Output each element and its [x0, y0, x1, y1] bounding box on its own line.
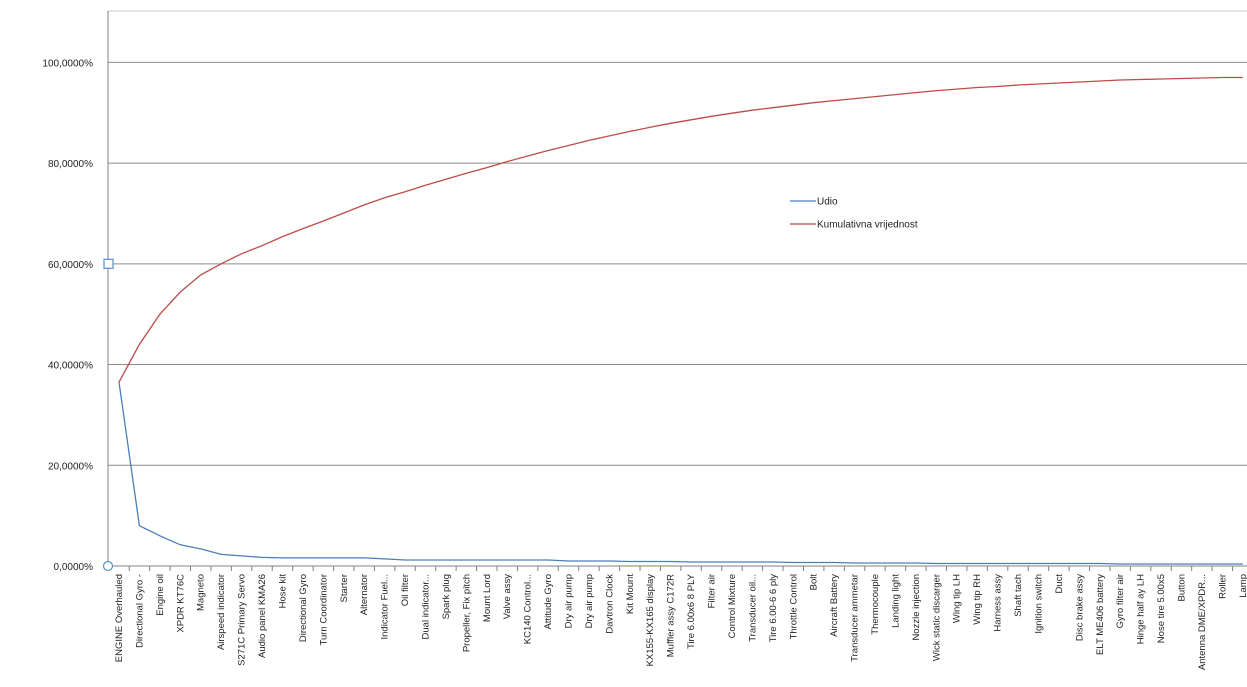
x-tick-label: Oil filter	[400, 574, 411, 606]
x-tick-label: Wing tip LH	[952, 574, 963, 623]
x-tick-label: Nozzle injection	[911, 574, 922, 641]
x-tick-label: Ignition switch	[1033, 574, 1044, 634]
x-tick-label: Hinge half ay LH	[1136, 574, 1147, 644]
x-tick-label: Airspeed indicator	[216, 574, 227, 650]
x-tick-label: Valve assy	[502, 574, 513, 619]
x-tick-label: Propeller, Fix pitch	[461, 574, 472, 652]
x-tick-label: Engine oil	[155, 574, 166, 616]
y-tick-label: 0,0000%	[54, 562, 94, 573]
x-tick-label: Dual indicator...	[420, 574, 431, 639]
x-tick-label: Magneto	[196, 574, 207, 611]
x-tick-label: Disc brake assy	[1074, 574, 1085, 641]
y-tick-labels: 0,0000% 20,0000% 40,0000% 60,0000% 80,0000% 1…	[42, 58, 93, 573]
x-tick-label: Antenna DME/XPDR...	[1197, 574, 1208, 670]
x-tick-label: Aircraft Battery	[829, 574, 840, 637]
axis-handle-square[interactable]	[103, 258, 114, 269]
gridlines	[108, 10, 1247, 466]
series-lines	[118, 76, 1243, 565]
x-tick-label: Davtron Clock	[604, 574, 615, 634]
x-tick-label: KC140 Control...	[523, 574, 534, 644]
x-tick-label: Nose tire 5.00x5	[1156, 574, 1167, 643]
x-tick-label: Filter air	[707, 574, 718, 608]
x-tick-label: Indicator Fuel...	[380, 574, 391, 639]
x-tick-label: Throttle Control	[788, 574, 799, 639]
x-tick-label: Audio panel KMA26	[257, 574, 268, 658]
x-tick-label: Directional Gyro -	[134, 574, 145, 648]
x-tick-labels: ENGINE Overhauled Directional Gyro - Engin…	[114, 573, 1247, 670]
y-tick-label: 20,0000%	[48, 461, 93, 472]
x-tick-label: Wick static discarger	[931, 574, 942, 661]
axes	[107, 11, 1247, 571]
x-tick-label: XPDR KT76C	[175, 574, 186, 633]
x-tick-label: Dry air pump	[564, 574, 575, 628]
x-tick-label: Control Mixture	[727, 574, 738, 638]
series-line-kumulativna	[118, 76, 1243, 383]
axis-handles	[102, 258, 114, 572]
x-tick-label: Starter	[339, 574, 350, 603]
y-tick-label: 100,0000%	[42, 58, 93, 69]
x-tick-label: Lamp	[1238, 574, 1247, 598]
x-tick-label: Shaft tach	[1013, 574, 1024, 617]
y-tick-label: 80,0000%	[48, 159, 93, 170]
x-tick-label: Bolt	[809, 574, 820, 591]
x-tick-label: Spark plug	[441, 574, 452, 619]
y-tick-label: 60,0000%	[48, 260, 93, 271]
y-tick-label: 40,0000%	[48, 361, 93, 372]
x-tick-label: Roller	[1217, 574, 1228, 599]
x-tick-label: Landing light	[890, 574, 901, 628]
series-line-udio	[118, 382, 1243, 565]
x-tick-label: KX155-KX165 display	[645, 574, 656, 667]
x-tick-label: ELT ME406 battery	[1095, 574, 1106, 655]
x-tick-label: Turn Coordinator	[318, 574, 329, 645]
x-tick-label: Duct	[1054, 574, 1065, 594]
x-tick-label: Kit Mount	[625, 574, 636, 614]
x-tick-label: Transducer oil...	[747, 574, 758, 642]
legend-label: Udio	[817, 197, 838, 208]
legend-label: Kumulativna vrijednost	[817, 220, 918, 231]
x-tick-label: Attitude Gyro	[543, 574, 554, 629]
x-tick-label: Tire 6.00-6 6 ply	[768, 574, 779, 643]
axis-handle-circle[interactable]	[102, 560, 114, 572]
x-tick-label: S271C Primary Servo	[237, 574, 248, 666]
x-tick-label: Wing tip RH	[972, 574, 983, 625]
x-tick-label: Mount Lord	[482, 574, 493, 622]
legend: Udio Kumulativna vrijednost	[790, 197, 918, 231]
x-tick-label: Thermocouple	[870, 574, 881, 635]
x-tick-label: Gyro filter air	[1115, 574, 1126, 628]
x-tick-label: Tire 6.00x6 8 PLY	[686, 573, 697, 649]
x-tick-label: Harness assy	[993, 574, 1004, 632]
x-tick-label: Muffler assy C172R	[666, 574, 677, 657]
x-tick-label: Button	[1176, 574, 1187, 601]
x-tick-label: ENGINE Overhauled	[114, 574, 125, 662]
x-tick-label: Transducer ammetar	[850, 574, 861, 662]
x-tick-label: Hose kit	[277, 574, 288, 609]
x-tick-label: Alternator	[359, 574, 370, 615]
x-tick-label: Dry air pump	[584, 574, 595, 628]
x-tick-label: Directional Gyro	[298, 574, 309, 642]
